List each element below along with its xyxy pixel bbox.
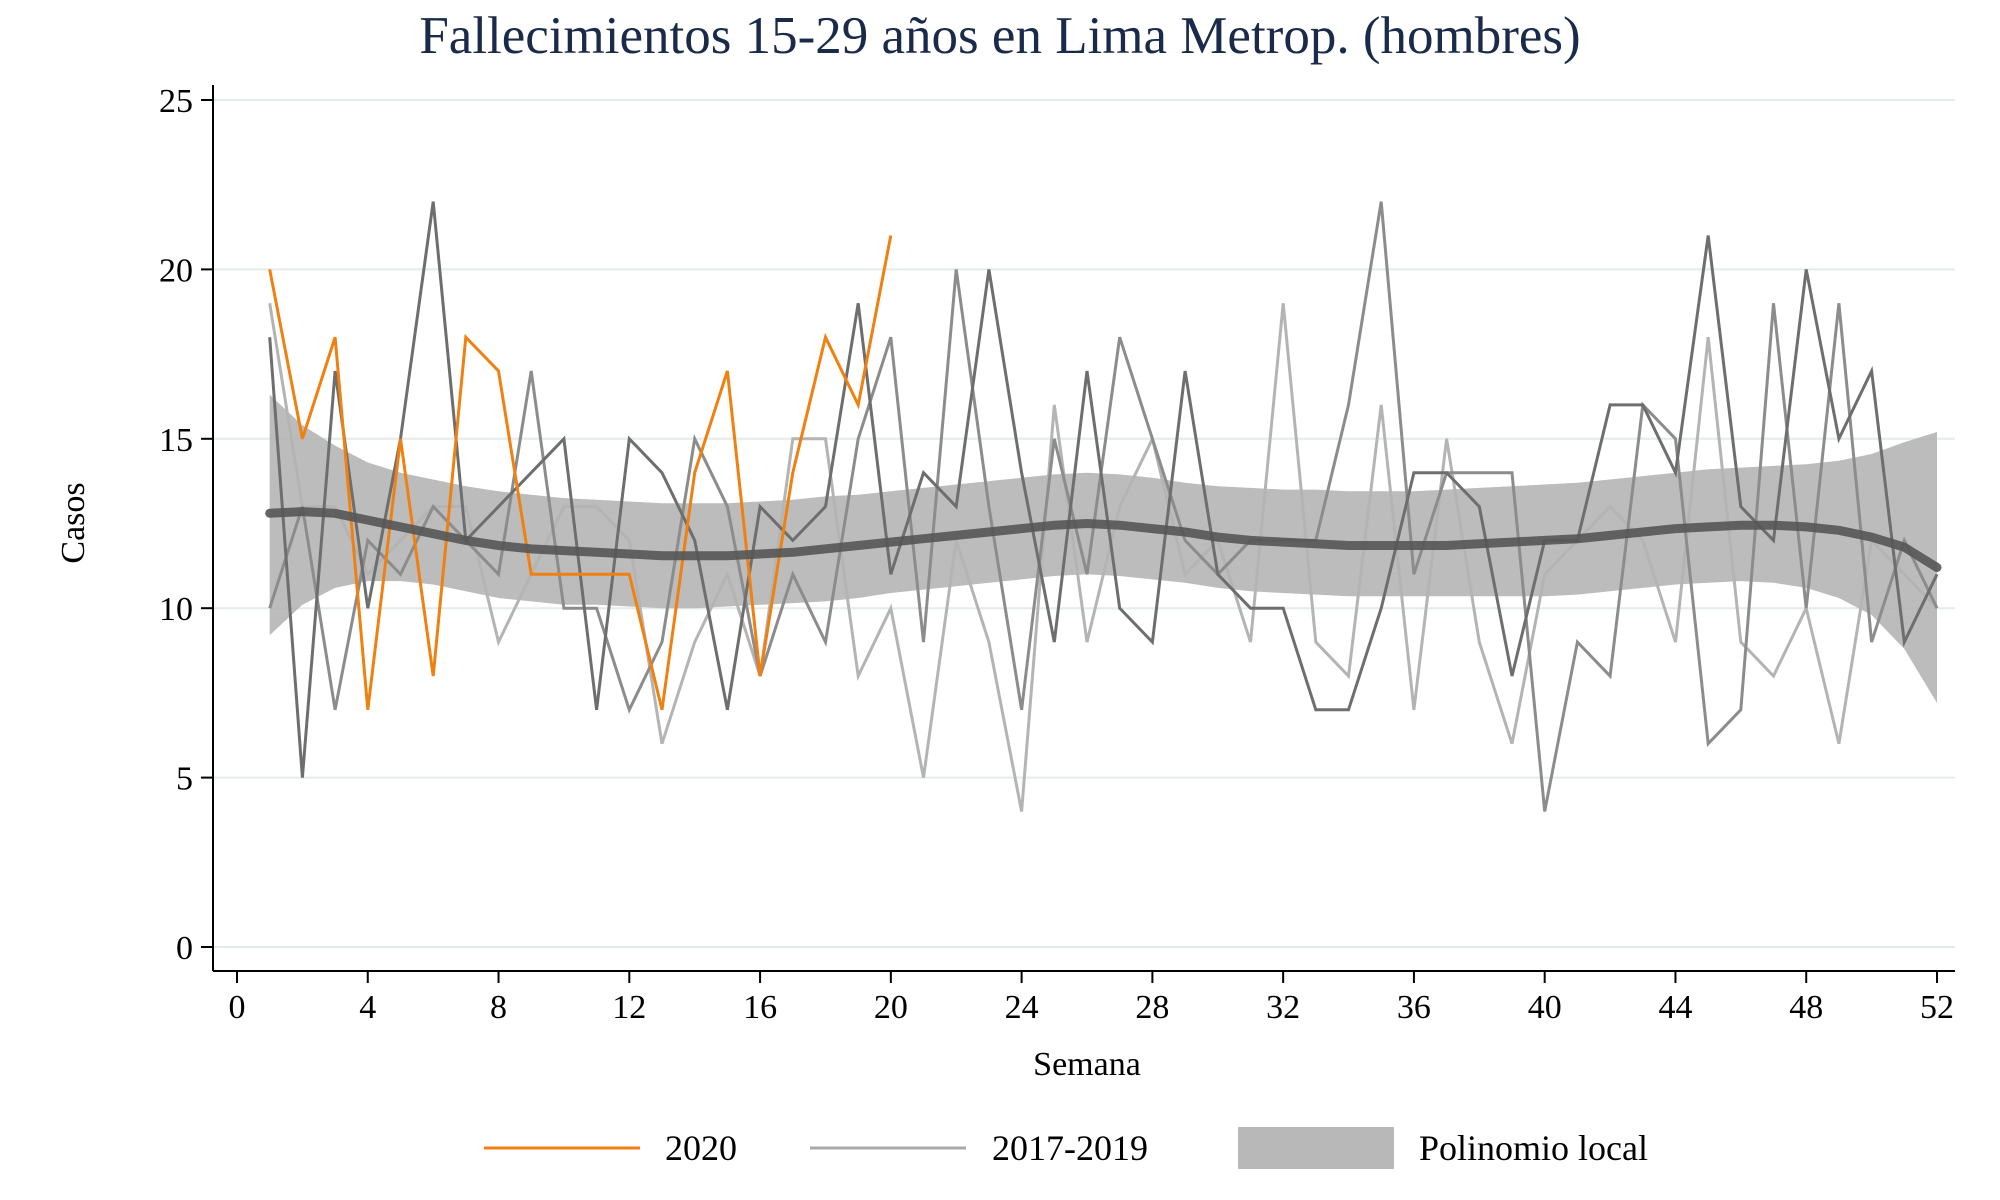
x-tick-label-28: 28 <box>1135 989 1169 1026</box>
legend: 2020 2017-2019 Polinomio local <box>484 1127 1648 1169</box>
y-tick-label-0: 0 <box>176 930 193 967</box>
local-polynomial-fit-line <box>265 507 1942 572</box>
legend-label-2: Polinomio local <box>1419 1128 1648 1168</box>
y-tick-label-10: 10 <box>159 591 193 628</box>
x-tick-label-32: 32 <box>1266 989 1300 1026</box>
chart-title: Fallecimientos 15-29 años en Lima Metrop… <box>419 7 1581 65</box>
series-2017-2019-line-3 <box>268 201 1939 778</box>
fit-line-group <box>265 507 1942 572</box>
x-tick-label-8: 8 <box>490 989 507 1026</box>
x-axis-title: Semana <box>1033 1046 1141 1083</box>
series-2020-line <box>268 235 893 711</box>
series-lines <box>268 201 1939 812</box>
y-tick-label-25: 25 <box>159 83 193 120</box>
x-tick-label-12: 12 <box>612 989 646 1026</box>
legend-label-0: 2020 <box>665 1128 737 1168</box>
legend-label-1: 2017-2019 <box>992 1128 1148 1168</box>
x-tick-label-36: 36 <box>1397 989 1431 1026</box>
x-tick-label-48: 48 <box>1789 989 1823 1026</box>
confidence-band <box>269 394 1938 704</box>
x-tick-label-24: 24 <box>1005 989 1039 1026</box>
x-tick-label-44: 44 <box>1658 989 1692 1026</box>
local-polynomial-band <box>269 394 1938 704</box>
y-axis-title: Casos <box>55 482 92 563</box>
x-tick-label-0: 0 <box>229 989 246 1026</box>
x-tick-label-16: 16 <box>743 989 777 1026</box>
y-tick-label-20: 20 <box>159 252 193 289</box>
x-tick-label-40: 40 <box>1528 989 1562 1026</box>
series-2017-2019-line-1 <box>268 303 1939 812</box>
x-tick-label-4: 4 <box>359 989 376 1026</box>
x-tick-label-20: 20 <box>874 989 908 1026</box>
y-tick-label-15: 15 <box>159 422 193 459</box>
y-tick-label-5: 5 <box>176 761 193 798</box>
x-tick-label-52: 52 <box>1920 989 1954 1026</box>
legend-swatch-local-polynomial <box>1238 1127 1394 1169</box>
series-2017-2019-line-2 <box>268 201 1939 812</box>
gridlines <box>213 99 1955 948</box>
